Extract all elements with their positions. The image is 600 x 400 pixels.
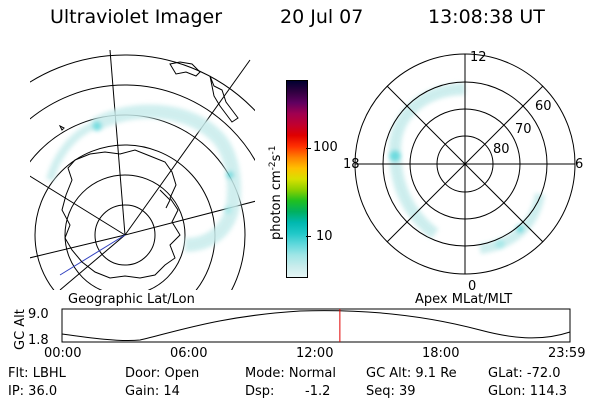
apex-label: Apex MLat/MLT <box>415 292 513 307</box>
gcalt-info: GC Alt: 9.1 Re <box>366 366 457 381</box>
colorbar-tickmark <box>306 236 311 237</box>
xtick-1200: 12:00 <box>296 346 334 361</box>
mlat-label-60: 60 <box>535 99 552 114</box>
mlt-label-18: 18 <box>343 157 360 172</box>
mlat-label-80: 80 <box>493 142 510 157</box>
ip-info: IP: 36.0 <box>8 384 58 399</box>
gain-info: Gain: 14 <box>125 384 180 399</box>
glat-info: GLat: -72.0 <box>488 366 561 381</box>
xtick-0600: 06:00 <box>170 346 208 361</box>
altitude-curve <box>61 310 571 342</box>
colorbar-tick-10: 10 <box>316 229 333 244</box>
svg-text:photon cm-2s-1: photon cm-2s-1 <box>268 146 284 240</box>
geographic-label-text: Geographic Lat/Lon <box>68 292 195 307</box>
mlat-label-70: 70 <box>515 122 532 137</box>
altitude-ymax: 9.0 <box>28 307 49 322</box>
colorbar-unit-label: photon cm-2s-1 <box>268 146 284 240</box>
glon-info: GLon: 114.3 <box>488 384 568 399</box>
time-label: 13:08:38 UT <box>428 6 545 28</box>
xtick-1800: 18:00 <box>422 346 460 361</box>
antarctica-coastline <box>61 149 181 279</box>
apex-polar-plot: 12 0 18 6 60 70 80 <box>343 50 583 294</box>
blue-meridian <box>59 234 126 276</box>
door-info: Door: Open <box>125 366 200 381</box>
xtick-0000: 00:00 <box>44 346 82 361</box>
coastline-north <box>58 61 239 131</box>
mode-info: Mode: Normal <box>245 366 336 381</box>
seq-info: Seq: 39 <box>366 384 416 399</box>
mlt-label-0: 0 <box>468 279 476 294</box>
xtick-2359: 23:59 <box>548 346 586 361</box>
altitude-ylabel: GC Alt <box>13 309 28 350</box>
instrument-title: Ultraviolet Imager <box>50 6 223 28</box>
filter-info: Flt: LBHL <box>8 366 66 381</box>
dsp-info-value: -1.2 <box>305 384 331 399</box>
colorbar-tick-100: 100 <box>313 140 338 155</box>
mlt-label-12: 12 <box>470 50 487 65</box>
mlt-label-6: 6 <box>575 157 583 172</box>
altitude-frame <box>61 308 571 343</box>
altitude-plot: GC Alt 9.0 1.8 <box>13 307 571 350</box>
date-label: 20 Jul 07 <box>280 6 364 28</box>
colorbar <box>286 80 308 278</box>
dsp-info-label: Dsp: <box>245 384 275 399</box>
geographic-map <box>30 50 255 290</box>
altitude-ymin: 1.8 <box>28 333 49 348</box>
colorbar-gradient <box>287 81 307 277</box>
colorbar-tickmark <box>306 148 311 149</box>
